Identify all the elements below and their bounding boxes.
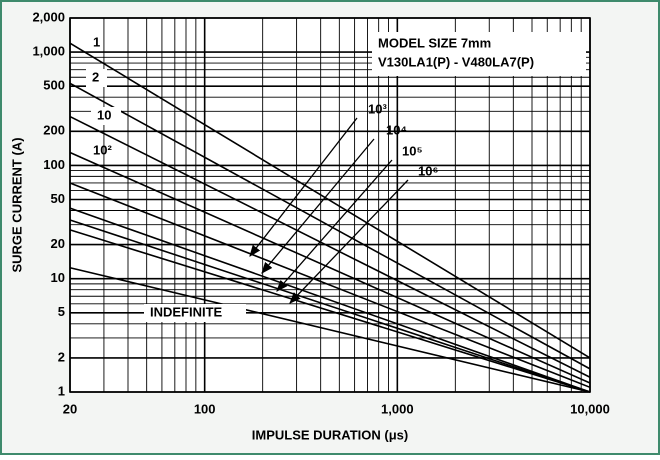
y-tick-label: 50: [51, 191, 65, 206]
y-tick-label: 10: [51, 270, 65, 285]
series-label: 10²: [93, 142, 112, 157]
y-tick-label: 1: [58, 383, 65, 398]
y-tick-label: 2: [58, 349, 65, 364]
y-tick-label: 20: [51, 236, 65, 251]
series-label: 10³: [368, 101, 387, 116]
y-axis-label: SURGE CURRENT (A): [9, 137, 24, 272]
series-line: [69, 266, 591, 393]
series-label: 10: [97, 107, 111, 122]
series-label: 10⁴: [386, 122, 407, 137]
series-line: [69, 151, 591, 384]
x-tick-label: 1,000: [381, 401, 414, 416]
label-box: [144, 304, 246, 322]
x-tick-label: 10,000: [570, 401, 610, 416]
x-tick-label: 20: [63, 401, 77, 416]
x-axis-label: IMPULSE DURATION (μs): [252, 427, 409, 442]
series-label: 2: [92, 69, 99, 84]
y-tick-label: 200: [43, 123, 65, 138]
series-line: [69, 42, 591, 359]
y-tick-label: 2,000: [32, 9, 65, 24]
y-tick-label: 500: [43, 78, 65, 93]
series-line: [69, 207, 591, 393]
series-line: [69, 82, 591, 370]
y-tick-label: 1,000: [32, 44, 65, 59]
series-line: [69, 219, 591, 393]
series-line: [69, 229, 591, 393]
x-tick-label: 100: [194, 401, 216, 416]
series-line: [69, 182, 591, 389]
series-label: 10⁶: [418, 163, 438, 178]
y-tick-label: 100: [43, 157, 65, 172]
y-tick-label: 5: [58, 304, 65, 319]
plot-border: [69, 17, 591, 393]
series-line: [69, 115, 591, 378]
series-label: INDEFINITE: [150, 304, 223, 319]
annotation: MODEL SIZE 7mm: [378, 35, 491, 50]
label-box: [86, 69, 107, 87]
annotation: V130LA1(P) - V480LA7(P): [378, 54, 534, 69]
series-label: 1: [93, 34, 100, 49]
model-box: [372, 32, 586, 76]
arrows: [249, 117, 409, 304]
series-label: 10⁵: [402, 143, 423, 158]
label-box: [91, 107, 121, 125]
